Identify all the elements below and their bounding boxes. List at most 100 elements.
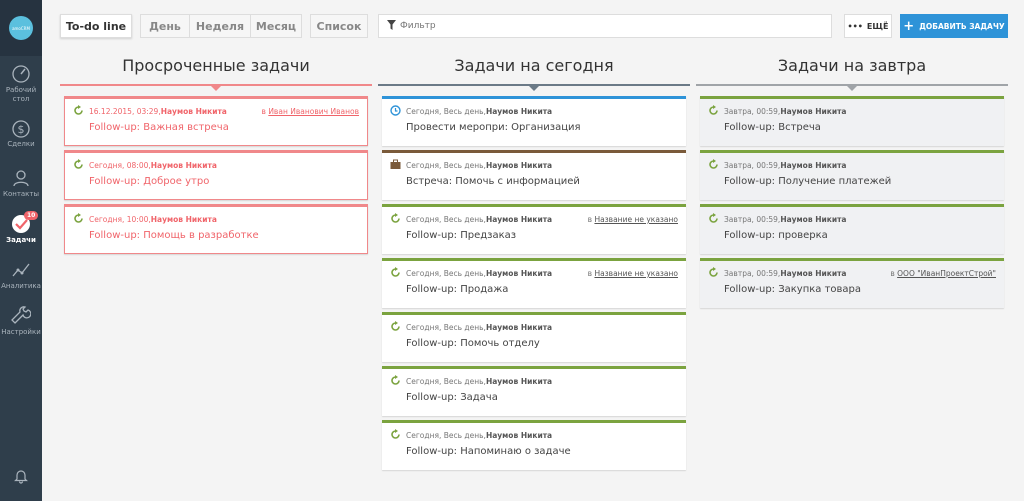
task-card[interactable]: Сегодня, Весь день, Наумов Никита в Назв…: [382, 204, 686, 254]
view-list-button[interactable]: Список: [310, 14, 368, 38]
logo-area: amoCRM: [0, 0, 42, 56]
tasks-count-badge: 10: [24, 211, 39, 220]
task-when: Завтра, 00:59,: [724, 268, 781, 278]
column-overdue: Просроченные задачи 16.12.2015, 03:29, Н…: [60, 56, 372, 258]
task-responsible[interactable]: Наумов Никита: [780, 160, 847, 170]
task-responsible[interactable]: Наумов Никита: [485, 106, 553, 116]
sidebar-item-2[interactable]: Контакты: [0, 168, 42, 199]
task-card[interactable]: Сегодня, 10:00, Наумов Никита Follow-up:…: [64, 204, 368, 254]
task-title: Follow-up: Помочь отделу: [406, 338, 540, 349]
task-title: Follow-up: Продажа: [406, 284, 509, 295]
task-responsible[interactable]: Наумов Никита: [485, 268, 553, 278]
sidebar-item-label: Настройки: [1, 328, 41, 336]
sidebar-item-label: Аналитика: [1, 282, 41, 290]
filter-icon: [387, 19, 396, 33]
task-responsible[interactable]: Наумов Никита: [780, 214, 847, 224]
task-title: Follow-up: Встреча: [724, 122, 821, 133]
column-title: Задачи на завтра: [777, 56, 927, 75]
task-responsible[interactable]: Наумов Никита: [485, 322, 553, 332]
task-title: Follow-up: проверка: [724, 230, 828, 241]
task-card[interactable]: Сегодня, Весь день, Наумов Никита Follow…: [382, 312, 686, 362]
followup-icon: [709, 212, 718, 223]
sidebar-item-4[interactable]: Аналитика: [0, 260, 42, 291]
task-meta: Сегодня, Весь день, Наумов Никита: [390, 159, 678, 171]
task-when: Сегодня, 08:00,: [89, 160, 151, 170]
task-responsible[interactable]: Наумов Никита: [160, 106, 227, 116]
task-title: Встреча: Помочь с информацией: [406, 176, 580, 187]
task-responsible[interactable]: Наумов Никита: [485, 214, 553, 224]
task-card[interactable]: Сегодня, Весь день, Наумов Никита Встреч…: [382, 150, 686, 200]
task-card[interactable]: Сегодня, Весь день, Наумов Никита Провес…: [382, 96, 686, 146]
task-responsible[interactable]: Наумов Никита: [485, 160, 553, 170]
task-meta: Сегодня, Весь день, Наумов Никита: [390, 320, 678, 333]
task-when: Сегодня, Весь день,: [406, 430, 486, 440]
link-prefix: в: [890, 269, 898, 278]
sidebar-item-label: Рабочий стол: [5, 86, 37, 103]
task-card[interactable]: 16.12.2015, 03:29, Наумов Никита в Иван …: [64, 96, 368, 146]
column-divider: [60, 84, 372, 91]
sidebar-item-3[interactable]: 10 Задачи: [0, 211, 42, 245]
task-when: Завтра, 00:59,: [724, 214, 781, 224]
entity-link[interactable]: Название не указано: [594, 269, 678, 278]
task-title: Follow-up: Задача: [406, 392, 498, 403]
task-title: Провести меропри: Организация: [406, 122, 581, 133]
task-meta: Сегодня, Весь день, Наумов Никита: [390, 374, 678, 387]
settings-icon: [11, 306, 31, 324]
task-card[interactable]: Завтра, 00:59, Наумов Никита Follow-up: …: [700, 204, 1004, 254]
task-responsible[interactable]: Наумов Никита: [485, 430, 553, 440]
entity-link[interactable]: Иван Иванович Иванов: [268, 107, 359, 116]
task-responsible[interactable]: Наумов Никита: [780, 268, 847, 278]
sidebar-item-label: Сделки: [7, 140, 35, 148]
task-card[interactable]: Завтра, 00:59, Наумов Никита в ООО "Иван…: [700, 258, 1004, 308]
task-title: Follow-up: Помощь в разработке: [89, 230, 259, 241]
view-day-button[interactable]: День: [140, 14, 190, 38]
task-meta: Завтра, 00:59, Наумов Никита: [708, 158, 996, 171]
logo[interactable]: amoCRM: [9, 16, 33, 40]
task-when: Сегодня, Весь день,: [406, 322, 486, 332]
sidebar-item-5[interactable]: Настройки: [0, 306, 42, 337]
task-responsible[interactable]: Наумов Никита: [485, 376, 553, 386]
followup-icon: [74, 104, 83, 115]
task-card[interactable]: Сегодня, Весь день, Наумов Никита в Назв…: [382, 258, 686, 308]
followup-icon: [391, 266, 400, 277]
filter-input[interactable]: [400, 21, 800, 31]
task-responsible[interactable]: Наумов Никита: [150, 160, 217, 170]
task-card[interactable]: Сегодня, 08:00, Наумов Никита Follow-up:…: [64, 150, 368, 200]
sidebar-item-label: Контакты: [2, 190, 40, 198]
entity-link[interactable]: Название не указано: [594, 215, 678, 224]
more-button[interactable]: ••• ЕЩЁ: [844, 14, 892, 38]
sidebar-item-1[interactable]: $ Сделки: [0, 118, 42, 149]
link-prefix: в: [261, 107, 269, 116]
followup-icon: [391, 212, 400, 223]
task-card[interactable]: Сегодня, Весь день, Наумов Никита Follow…: [382, 366, 686, 416]
bell-icon[interactable]: [13, 468, 29, 488]
view-month-button[interactable]: Месяц: [250, 14, 302, 38]
task-meta: Сегодня, 10:00, Наумов Никита: [73, 212, 359, 225]
task-meta: Сегодня, Весь день, Наумов Никита: [390, 266, 678, 279]
task-when: Завтра, 00:59,: [724, 106, 781, 116]
task-card[interactable]: Сегодня, Весь день, Наумов Никита Follow…: [382, 420, 686, 470]
task-when: 16.12.2015, 03:29,: [89, 106, 161, 116]
filter-field[interactable]: [378, 14, 832, 38]
task-responsible[interactable]: Наумов Никита: [780, 106, 847, 116]
task-meta: Сегодня, 08:00, Наумов Никита: [73, 158, 359, 171]
followup-icon: [391, 320, 400, 331]
task-card[interactable]: Завтра, 00:59, Наумов Никита Follow-up: …: [700, 96, 1004, 146]
add-task-button[interactable]: + ДОБАВИТЬ ЗАДАЧУ: [900, 14, 1008, 38]
task-meta: Завтра, 00:59, Наумов Никита: [708, 266, 996, 279]
clock-icon: [390, 104, 401, 116]
sidebar-item-0[interactable]: Рабочий стол: [0, 64, 42, 104]
task-title: Follow-up: Важная встреча: [89, 122, 229, 133]
followup-icon: [709, 158, 718, 169]
view-week-button[interactable]: Неделя: [189, 14, 251, 38]
task-responsible[interactable]: Наумов Никита: [150, 214, 217, 224]
task-title: Follow-up: Напоминаю о задаче: [406, 446, 571, 457]
column-title: Задачи на сегодня: [454, 56, 614, 75]
view-todo-line-button[interactable]: To-do line: [60, 14, 132, 38]
task-card[interactable]: Завтра, 00:59, Наумов Никита Follow-up: …: [700, 150, 1004, 200]
entity-link[interactable]: ООО "ИванПроектСтрой": [897, 269, 996, 278]
task-meta: Завтра, 00:59, Наумов Никита: [708, 104, 996, 117]
analytics-icon: [12, 263, 30, 277]
task-when: Сегодня, Весь день,: [406, 268, 486, 278]
task-meta: 16.12.2015, 03:29, Наумов Никита: [73, 104, 359, 117]
